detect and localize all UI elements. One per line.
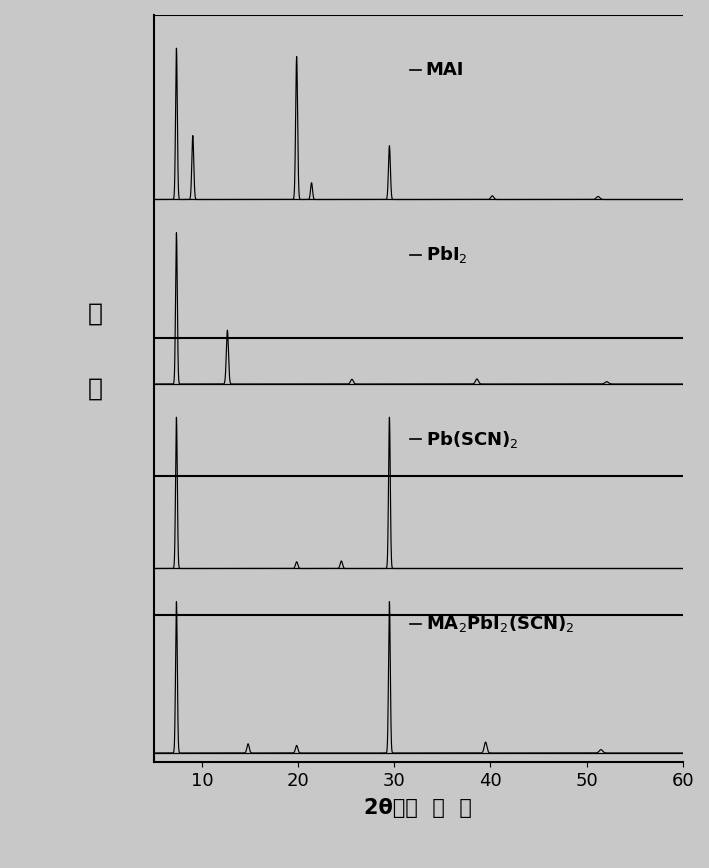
Text: 度: 度 <box>88 377 104 401</box>
Text: 强: 强 <box>88 302 104 326</box>
Text: MAI: MAI <box>425 62 464 79</box>
Text: PbI$_2$: PbI$_2$ <box>425 245 467 266</box>
Text: MA$_2$PbI$_2$(SCN)$_2$: MA$_2$PbI$_2$(SCN)$_2$ <box>425 614 574 635</box>
Text: Pb(SCN)$_2$: Pb(SCN)$_2$ <box>425 429 518 450</box>
X-axis label: 2θ（角  度  ）: 2θ（角 度 ） <box>364 799 472 819</box>
